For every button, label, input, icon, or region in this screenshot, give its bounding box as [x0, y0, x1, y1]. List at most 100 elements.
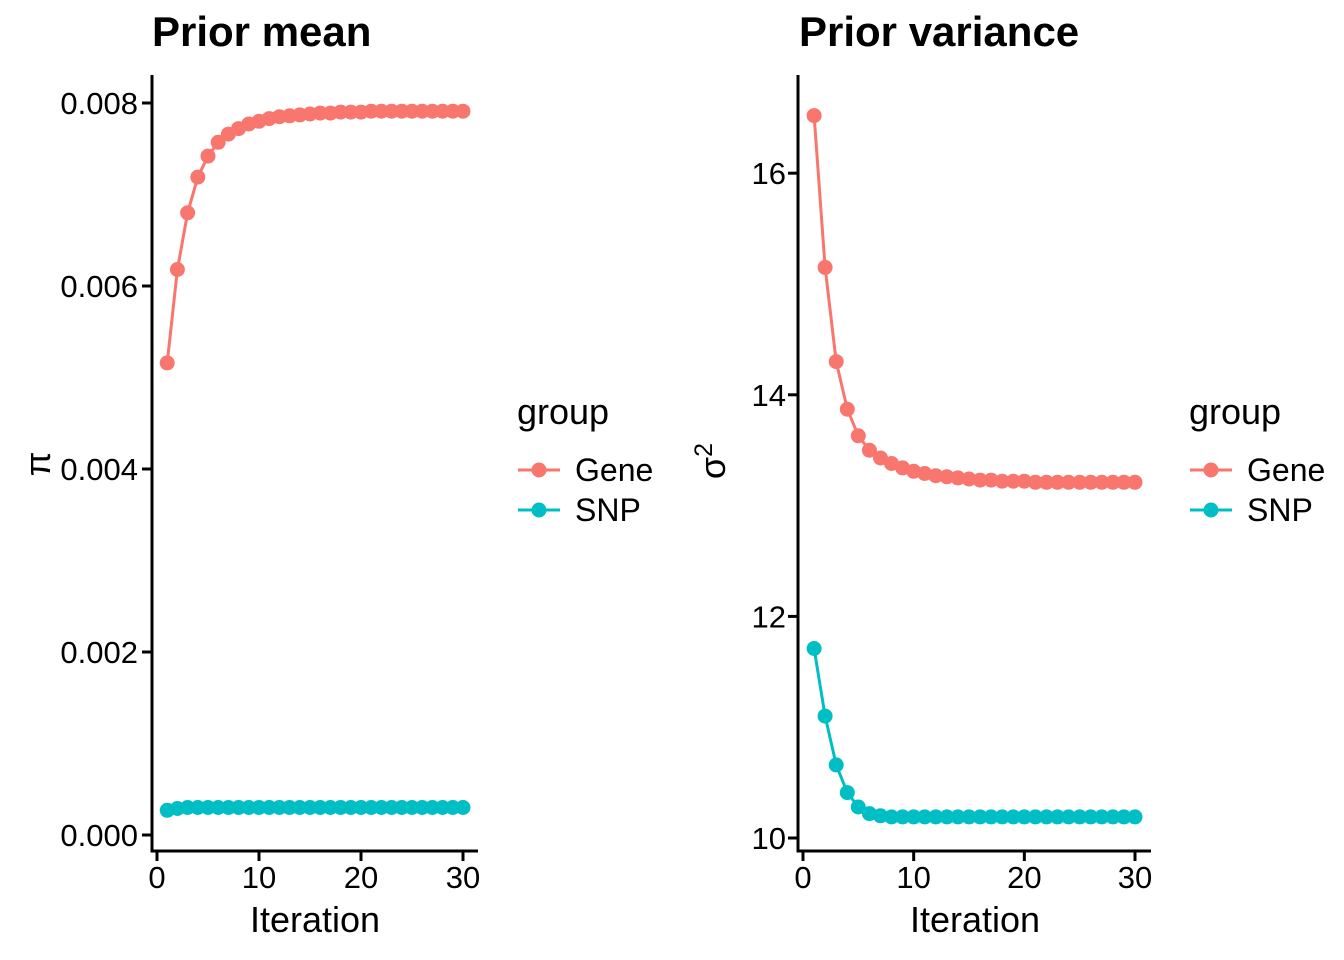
- gene-point: [939, 469, 955, 485]
- y-tick-label: 14: [752, 378, 786, 413]
- legend-entry-gene: Gene: [1189, 450, 1325, 490]
- snp-point: [455, 800, 471, 815]
- x-tick-label: 10: [896, 860, 930, 895]
- gene-point: [983, 472, 999, 488]
- right-legend: group Gene SNP: [1189, 392, 1325, 530]
- sigma-symbol: σ: [692, 456, 733, 480]
- legend-title: group: [517, 391, 610, 432]
- gene-point: [861, 442, 877, 458]
- legend-entry-snp: SNP: [517, 490, 653, 530]
- legend-entry-snp: SNP: [1189, 490, 1325, 530]
- gene-line: [165, 109, 463, 364]
- right-y-axis-title: σ2: [684, 401, 733, 521]
- snp-point: [1039, 809, 1054, 825]
- gene-point: [1050, 474, 1065, 490]
- gene-line: [812, 115, 1135, 484]
- gene-point: [159, 355, 175, 371]
- snp-point: [1061, 809, 1077, 825]
- legend-rows: Gene SNP: [517, 450, 653, 530]
- y-tick-label: 0.004: [60, 452, 138, 487]
- x-tick-label: 0: [794, 860, 811, 895]
- snp-point: [961, 809, 977, 825]
- gene-legend-key-icon: [518, 462, 560, 478]
- left-panel-title: Prior mean: [152, 8, 372, 55]
- legend-key-point: [531, 462, 547, 478]
- snp-legend-key-icon: [1190, 502, 1232, 518]
- gene-point: [455, 103, 471, 119]
- gene-point: [817, 259, 833, 275]
- legend-key-point: [1203, 462, 1219, 478]
- snp-point: [873, 808, 888, 824]
- gene-point: [1061, 474, 1077, 490]
- y-tick-label: 0.000: [60, 818, 138, 853]
- gene-point: [961, 471, 977, 487]
- legend-title: group: [1189, 391, 1282, 432]
- gene-point: [190, 169, 206, 185]
- snp-point: [1050, 809, 1065, 825]
- snp-point: [1116, 809, 1132, 825]
- snp-point: [1027, 809, 1043, 825]
- snp-line: [812, 648, 1135, 819]
- snp-point: [1105, 809, 1121, 825]
- snp-point: [861, 806, 877, 822]
- snp-point: [1016, 809, 1032, 825]
- y-tick-label: 16: [752, 156, 786, 191]
- gene-point: [806, 108, 822, 124]
- right-x-axis-title: Iteration: [909, 899, 1041, 940]
- legend-label-snp: SNP: [1247, 491, 1313, 528]
- snp-point: [1094, 809, 1110, 825]
- gene-point: [210, 134, 226, 150]
- x-tick-label: 30: [1118, 860, 1152, 895]
- gene-point: [1039, 474, 1054, 490]
- gene-legend-key-icon: [1190, 462, 1232, 478]
- gene-point: [972, 472, 988, 488]
- snp-point: [950, 809, 966, 825]
- y-tick-label: 0.002: [60, 635, 138, 670]
- gene-point: [839, 401, 855, 417]
- snp-point: [939, 809, 955, 825]
- sigma-squared-exponent: 2: [690, 442, 718, 457]
- x-tick-label: 20: [344, 860, 378, 895]
- x-tick-label: 0: [148, 860, 165, 895]
- gene-point: [994, 473, 1010, 489]
- pi-symbol: π: [17, 451, 58, 477]
- gene-point: [917, 466, 933, 481]
- gene-point: [1016, 473, 1032, 489]
- legend-entry-gene: Gene: [517, 450, 653, 490]
- left-legend: group Gene SNP: [517, 392, 653, 530]
- snp-point: [983, 809, 999, 825]
- snp-point: [828, 757, 844, 773]
- left-y-axis-title: π: [9, 404, 58, 524]
- snp-legend-key-icon: [518, 502, 560, 518]
- gene-point: [169, 262, 185, 277]
- snp-point: [928, 809, 944, 825]
- snp-point: [1005, 809, 1021, 825]
- gene-point: [928, 468, 944, 484]
- gene-point: [1116, 474, 1132, 490]
- snp-point: [994, 809, 1010, 825]
- snp-point: [972, 809, 988, 825]
- right-panel-title: Prior variance: [799, 8, 1080, 55]
- snp-point: [884, 809, 899, 825]
- snp-point: [806, 641, 822, 656]
- legend-key-point: [531, 502, 547, 518]
- x-tick-label: 10: [242, 860, 276, 895]
- gene-point: [1105, 474, 1121, 490]
- snp-point: [895, 809, 911, 825]
- gene-point: [1094, 474, 1110, 490]
- gene-point: [1072, 474, 1088, 490]
- gene-point: [828, 354, 844, 370]
- y-tick-label: 10: [752, 821, 786, 856]
- y-tick-label: 0.006: [60, 269, 138, 304]
- snp-point: [917, 809, 933, 825]
- legend-label-gene: Gene: [1247, 451, 1326, 488]
- legend-key-point: [1203, 502, 1219, 518]
- snp-point: [839, 785, 855, 801]
- legend-label-snp: SNP: [575, 491, 641, 528]
- snp-point: [850, 799, 866, 815]
- snp-point: [1072, 809, 1088, 825]
- x-tick-label: 20: [1007, 860, 1041, 895]
- snp-point: [1083, 809, 1099, 825]
- gene-point: [1005, 473, 1021, 489]
